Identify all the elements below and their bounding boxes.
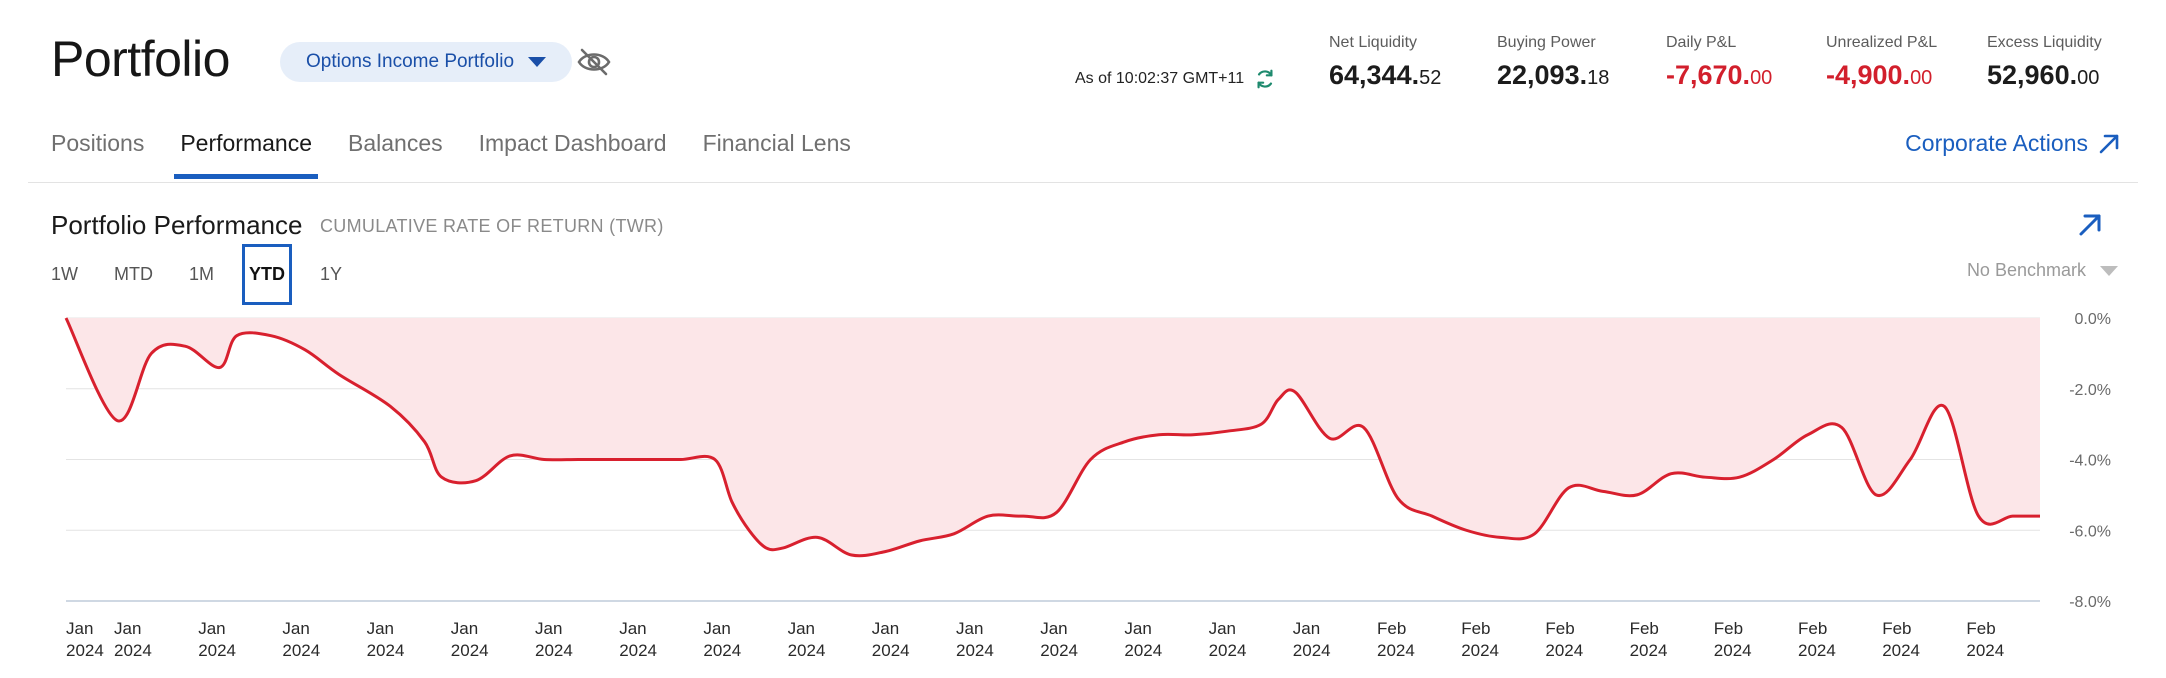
metric-label: Unrealized P&L (1826, 34, 1938, 51)
corporate-actions-label: Corporate Actions (1905, 130, 2088, 156)
y-tick-label: -4.0% (2069, 453, 2111, 470)
metric-value: -7,670.00 (1666, 60, 1773, 90)
x-tick-label: Jan 2024 (114, 619, 152, 660)
tab-balances[interactable]: Balances (348, 130, 443, 156)
x-tick-label: Feb 2024 (1461, 619, 1499, 660)
range-1w[interactable]: 1W (51, 263, 78, 284)
range-1y[interactable]: 1Y (320, 263, 343, 284)
y-tick-label: 0.0% (2075, 311, 2111, 328)
metric-value: 64,344.52 (1329, 60, 1442, 90)
benchmark-label: No Benchmark (1966, 260, 2086, 280)
metric-label: Net Liquidity (1329, 34, 1418, 51)
return-line (64, 317, 2040, 558)
eye-off-icon[interactable] (576, 46, 612, 78)
metric-label: Excess Liquidity (1987, 34, 2102, 51)
metric-excess-liquidity: Excess Liquidity 52,960.00 (1987, 34, 2102, 91)
metric-buying-power: Buying Power 22,093.18 (1497, 34, 1609, 91)
main-tabs: Positions Performance Balances Impact Da… (51, 130, 887, 182)
performance-title: Portfolio Performance (51, 210, 303, 240)
tab-positions[interactable]: Positions (51, 130, 145, 156)
y-tick-label: -8.0% (2069, 594, 2111, 611)
range-1m[interactable]: 1M (189, 263, 215, 284)
tab-impact-dashboard[interactable]: Impact Dashboard (478, 130, 667, 156)
performance-chart-svg: 0.0% -2.0% -4.0% -6.0% -8.0% Jan 2024 Jan 2024 Ja… (64, 311, 2111, 660)
as-of-label: As of 10:02:37 GMT+11 (1075, 70, 1245, 87)
refresh-icon[interactable] (1254, 68, 1276, 90)
as-of-timestamp: As of 10:02:37 GMT+11 (1075, 68, 1276, 90)
x-tick-label: Jan 2024 (1209, 619, 1247, 660)
tab-financial-lens[interactable]: Financial Lens (702, 130, 851, 156)
performance-chart: 0.0% -2.0% -4.0% -6.0% -8.0% Jan 2024 Jan 2024 Ja… (0, 300, 2166, 678)
x-tick-label: Jan 2024 (282, 619, 320, 660)
tab-performance[interactable]: Performance (174, 130, 318, 182)
x-tick-label: Jan 2024 (956, 619, 994, 660)
time-range-selector: 1W MTD 1M YTD 1Y (51, 243, 378, 305)
x-tick-label: Jan 2024 (198, 619, 236, 660)
x-tick-label: Feb 2024 (1630, 619, 1668, 660)
metric-daily-pnl: Daily P&L -7,670.00 (1666, 34, 1772, 91)
chevron-down-icon (528, 57, 547, 67)
x-tick-label: Feb 2024 (1714, 619, 1752, 660)
performance-subtitle: CUMULATIVE RATE OF RETURN (TWR) (320, 216, 664, 236)
x-tick-label: Jan 2024 (788, 619, 826, 660)
x-tick-label: Jan 2024 (619, 619, 657, 660)
x-tick-label: Jan 2024 (703, 619, 741, 660)
x-tick-label: Feb 2024 (1545, 619, 1583, 660)
benchmark-selector[interactable]: No Benchmark (1967, 260, 2118, 281)
metric-label: Daily P&L (1666, 34, 1737, 51)
x-tick-label: Jan 2024 (535, 619, 573, 660)
account-selector[interactable]: Options Income Portfolio (280, 42, 572, 82)
x-tick-label: Feb 2024 (1798, 619, 1836, 660)
page-title: Portfolio (51, 31, 230, 87)
x-tick-label: Jan 2024 (872, 619, 910, 660)
metric-unrealized-pnl: Unrealized P&L -4,900.00 (1826, 34, 1937, 91)
arrow-up-right-icon (2099, 134, 2119, 153)
return-area (66, 318, 2040, 556)
metric-value: 52,960.00 (1987, 60, 2100, 90)
x-tick-label: Jan 2024 (1040, 619, 1078, 660)
range-ytd[interactable]: YTD (242, 243, 293, 305)
x-tick-label: Jan 2024 (451, 619, 489, 660)
x-tick-label: Feb 2024 (1966, 619, 2004, 660)
arrow-up-right-icon[interactable] (2076, 211, 2104, 239)
x-tick-label: Jan 2024 (66, 619, 104, 660)
metric-net-liquidity: Net Liquidity 64,344.52 (1329, 34, 1441, 91)
corporate-actions-link[interactable]: Corporate Actions (1905, 130, 2120, 157)
x-tick-label: Jan 2024 (1293, 619, 1331, 660)
x-tick-label: Jan 2024 (367, 619, 405, 660)
metric-value: 22,093.18 (1497, 60, 1610, 90)
y-tick-label: -6.0% (2069, 523, 2111, 540)
x-tick-label: Feb 2024 (1882, 619, 1920, 660)
y-tick-label: -2.0% (2069, 382, 2111, 399)
tabs-divider (28, 182, 2138, 183)
metric-value: -4,900.00 (1826, 60, 1933, 90)
account-selector-label: Options Income Portfolio (305, 51, 515, 72)
range-mtd[interactable]: MTD (114, 263, 153, 284)
metric-label: Buying Power (1497, 34, 1596, 51)
x-tick-label: Jan 2024 (1124, 619, 1162, 660)
x-tick-label: Feb 2024 (1377, 619, 1415, 660)
chevron-down-icon (2100, 265, 2118, 276)
